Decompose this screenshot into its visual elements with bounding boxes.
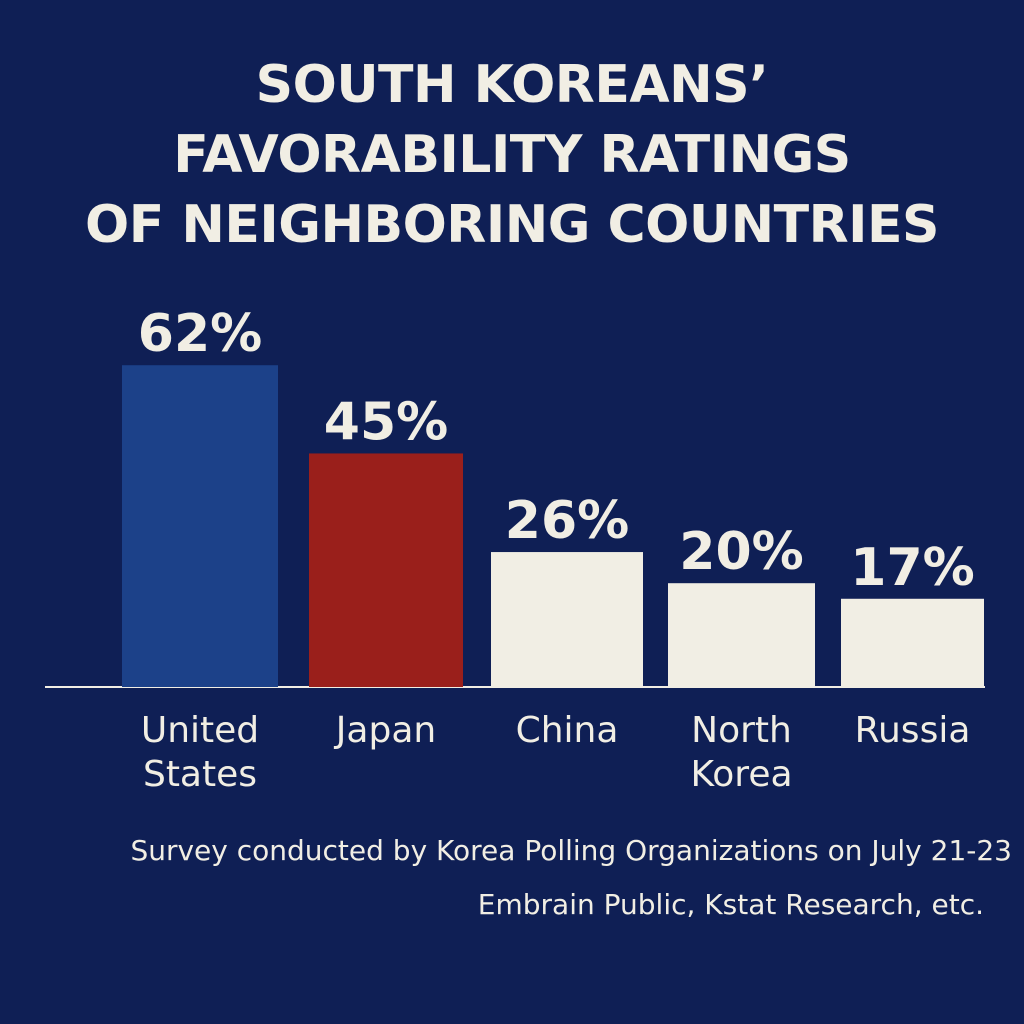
title-line-1: SOUTH KOREANS’ bbox=[255, 55, 769, 115]
source-note-line-1: Survey conducted by Korea Polling Organi… bbox=[130, 834, 1012, 867]
bar-united-states bbox=[122, 365, 278, 687]
title-line-3: OF NEIGHBORING COUNTRIES bbox=[85, 195, 939, 255]
bar-russia bbox=[841, 598, 984, 687]
category-label-united-states-line-2: States bbox=[143, 754, 257, 795]
title-line-2: FAVORABILITY RATINGS bbox=[173, 125, 851, 185]
value-label-united-states: 62% bbox=[138, 304, 262, 364]
category-label-japan: Japan bbox=[334, 710, 436, 751]
chart-title: SOUTH KOREANS’ FAVORABILITY RATINGS OF N… bbox=[0, 50, 1024, 260]
value-label-north-korea: 20% bbox=[679, 522, 803, 582]
category-label-north-korea-line-2: Korea bbox=[690, 754, 792, 795]
bar-japan bbox=[309, 453, 463, 687]
category-label-north-korea-line-1: North bbox=[691, 710, 792, 751]
value-label-japan: 45% bbox=[324, 392, 448, 452]
bar-north-korea bbox=[668, 583, 815, 687]
bar-china bbox=[491, 552, 643, 687]
value-label-russia: 17% bbox=[850, 538, 974, 598]
category-label-china: China bbox=[516, 710, 619, 751]
value-label-china: 26% bbox=[505, 491, 629, 551]
source-note-line-2: Embrain Public, Kstat Research, etc. bbox=[477, 888, 984, 921]
category-label-united-states-line-1: United bbox=[141, 710, 259, 751]
category-label-russia: Russia bbox=[855, 710, 971, 751]
